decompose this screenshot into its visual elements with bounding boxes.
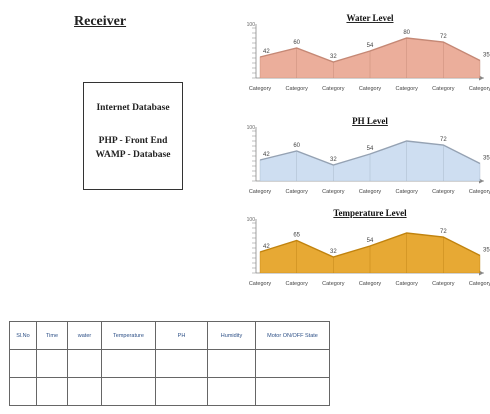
header-cell: Temperature (101, 321, 156, 350)
header-cell: Humidity (207, 321, 256, 350)
category-label: Category (249, 189, 272, 195)
table-row (9, 349, 330, 378)
data-label: 60 (293, 143, 300, 149)
category-label: Category (322, 189, 345, 195)
table-row (9, 377, 330, 406)
category-label: Category (286, 281, 309, 287)
data-label: 72 (440, 229, 447, 235)
category-label: Category (286, 189, 309, 195)
category-label: Category (249, 86, 272, 92)
y-tick-label: 100 (247, 125, 256, 131)
category-label: Category (322, 86, 345, 92)
category-label: Category (432, 281, 455, 287)
category-label: Category (469, 86, 490, 92)
category-label: Category (396, 189, 419, 195)
category-label: Category (359, 281, 382, 287)
category-label: Category (432, 86, 455, 92)
data-label: 72 (440, 137, 447, 143)
data-label: 54 (367, 43, 374, 49)
table-cell (207, 377, 256, 406)
data-label: 65 (293, 233, 300, 239)
table-cell (155, 377, 208, 406)
category-label: Category (286, 86, 309, 92)
table-cell (36, 377, 68, 406)
data-label: 42 (263, 49, 270, 55)
data-label: 32 (330, 249, 337, 255)
data-label: 80 (403, 30, 410, 36)
readings-table: Sl.No Time water Temperature PH Humidity… (9, 321, 330, 406)
table-cell (9, 349, 37, 378)
chart-water-level: Water Level 100 42 60 32 54 80 72 35 Category Cate… (247, 13, 490, 92)
chart-ph-level: PH Level 100 42 60 32 54 72 35 Category Category C… (247, 116, 490, 195)
category-label: Category (396, 281, 419, 287)
internet-database-box: Internet Database PHP - Front End WAMP -… (83, 82, 183, 190)
data-label: 35 (483, 156, 490, 162)
header-cell: PH (155, 321, 208, 350)
data-label: 60 (293, 40, 300, 46)
header-cell: Motor ON/OFF State (255, 321, 330, 350)
header-cell: water (67, 321, 102, 350)
table-cell (9, 377, 37, 406)
category-label: Category (469, 189, 490, 195)
data-label: 42 (263, 152, 270, 158)
wamp-database-label: WAMP - Database (95, 150, 171, 160)
receiver-heading: Receiver (74, 14, 127, 29)
category-label: Category (469, 281, 490, 287)
table-cell (67, 349, 102, 378)
data-label: 35 (483, 53, 490, 59)
table-cell (101, 377, 156, 406)
category-label: Category (322, 281, 345, 287)
table-cell (255, 349, 330, 378)
database-title: Internet Database (96, 103, 170, 113)
data-label: 42 (263, 244, 270, 250)
table-cell (67, 377, 102, 406)
category-label: Category (432, 189, 455, 195)
category-label: Category (359, 86, 382, 92)
data-label: 72 (440, 34, 447, 40)
data-label: 54 (367, 146, 374, 152)
table-cell (155, 349, 208, 378)
header-cell: Sl.No (9, 321, 37, 350)
level-charts: Water Level 100 42 60 32 54 80 72 35 Category Cate… (247, 13, 490, 287)
chart-title: PH Level (352, 116, 388, 126)
data-label: 32 (330, 54, 337, 60)
php-front-end-label: PHP - Front End (98, 136, 168, 146)
table-cell (255, 377, 330, 406)
data-label: 35 (483, 248, 490, 254)
category-label: Category (396, 86, 419, 92)
table-header-row: Sl.No Time water Temperature PH Humidity… (9, 321, 330, 350)
table-cell (36, 349, 68, 378)
data-label: 32 (330, 157, 337, 163)
category-label: Category (359, 189, 382, 195)
data-label: 54 (367, 238, 374, 244)
table-cell (101, 349, 156, 378)
category-label: Category (249, 281, 272, 287)
table-cell (207, 349, 256, 378)
chart-title: Temperature Level (333, 208, 407, 218)
chart-title: Water Level (346, 13, 394, 23)
chart-temperature-level: Temperature Level 100 42 65 32 54 72 35 Category… (247, 208, 490, 287)
header-cell: Time (36, 321, 68, 350)
y-tick-label: 100 (247, 22, 256, 28)
y-tick-label: 100 (247, 217, 256, 223)
